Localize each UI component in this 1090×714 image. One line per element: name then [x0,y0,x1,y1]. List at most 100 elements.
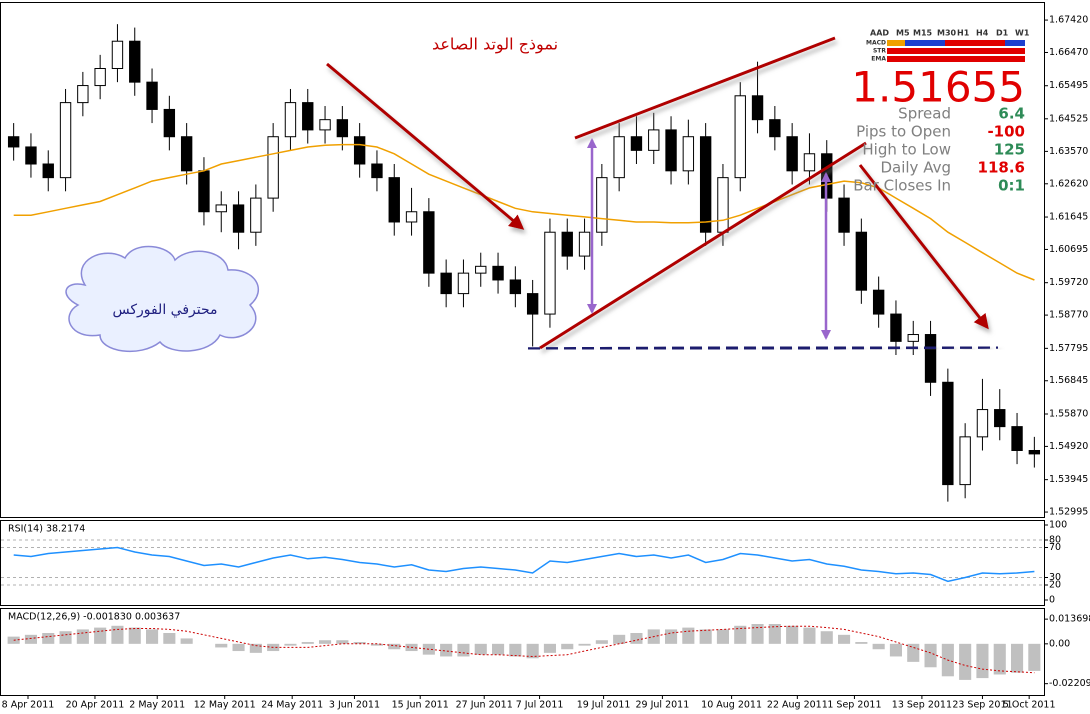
histogram-bar [543,643,557,653]
candle-body [786,136,798,172]
x-tick-label: 15 Jun 2011 [392,700,449,711]
candle-body [215,204,227,213]
candle-body [388,177,400,223]
signal-bar [905,40,945,46]
candle-body [838,197,850,233]
histogram-bar [976,643,989,679]
y-tick-label: 1.65495 [1049,80,1088,91]
candle-body [405,211,418,223]
candle-body [232,204,245,233]
signal-bar [887,48,1025,54]
y-tick-label: 1.60695 [1049,244,1088,255]
histogram-bar [318,640,332,644]
candle-body [959,436,971,486]
histogram-bar [24,634,38,644]
x-tick-label: 20 Apr 2011 [66,700,125,711]
candle-body [976,409,989,438]
histogram-bar [76,629,89,644]
timeframe: H1 [957,29,970,38]
y-tick-label: 1.62620 [1049,178,1088,189]
histogram-bar [682,627,695,644]
histogram-bar [716,629,730,644]
rsi-line [13,546,1035,583]
y-tick-label: 1.52995 [1049,507,1088,518]
histogram-bar [370,643,384,646]
histogram-bar [578,643,591,646]
x-tick-label: 5 Oct 2011 [1003,700,1056,711]
x-tick-label: 23 Sep 2011 [952,700,1012,711]
row-value: 118.6 [978,159,1025,177]
trend-arrow [326,62,525,230]
histogram-bar [872,643,885,650]
candle-body [94,68,106,87]
price: 1.51655 [851,63,1025,112]
histogram-bar [474,643,487,655]
histogram-bar [907,643,920,662]
histogram-bar [751,624,764,644]
histogram-bar [820,631,833,644]
y-tick-label: 1.63570 [1049,146,1088,157]
candle-body [872,289,885,315]
histogram-bar [734,625,747,644]
candle-body [613,136,625,179]
histogram-bar [440,643,453,657]
candle-body [302,102,314,131]
panel-frame [0,2,1045,518]
x-tick-label: 12 May 2011 [194,700,256,711]
x-tick-label: 7 Jul 2011 [516,700,564,711]
histogram-bar [630,633,643,644]
candle-body [734,95,746,179]
panel-title: MACD(12,26,9) -0.001830 0.003637 [8,612,180,623]
x-tick-label: 22 Aug 2011 [767,700,828,711]
row-value: 0:1 [998,177,1025,195]
candle-body [129,40,141,83]
x-tick-label: 8 Apr 2011 [2,700,55,711]
candle-body [924,334,937,383]
signal-bar [1005,40,1025,46]
histogram-bar [526,643,539,659]
y-tick-label: 1.57795 [1049,343,1088,354]
signal-bar [887,56,1025,62]
row-value: 6.4 [998,105,1025,123]
annotations: محترفي الفوركس نموذج الوتد الصاعد [65,35,999,353]
candle-body [25,146,37,165]
candle-body [371,163,383,179]
y-tick-label: 1.53945 [1049,474,1088,485]
candle-body [284,102,297,138]
histogram-bar [249,643,262,653]
histogram-bar [561,643,574,650]
y-tick-label: 1.64525 [1049,113,1088,124]
histogram-bar [42,633,55,644]
timeframe: H4 [976,29,989,38]
histogram-bar [94,627,107,644]
candle-body [855,231,868,291]
x-tick-label: 13 Sep 2011 [892,700,952,711]
histogram-bar [491,643,505,655]
y-tick-label: 1.67420 [1049,15,1088,26]
y-tick-label: 70 [1049,542,1061,553]
histogram-bar [1010,643,1024,673]
candle-body [907,334,919,342]
candle-body [751,95,764,121]
candle-body [492,265,504,281]
y-tick-label: 30 [1049,572,1061,583]
histogram-bar [786,625,799,644]
panel-frame [0,608,1045,696]
histogram-bar [959,643,972,680]
panel-frame [0,520,1045,606]
candle-body [475,265,487,274]
y-tick-label: 20 [1049,580,1061,591]
candle-body [769,119,781,138]
candle-body [457,272,470,295]
histogram-bar [457,643,470,657]
candle-body [7,136,20,148]
x-tick-label: 29 Jul 2011 [636,700,690,711]
candle-body [198,170,210,213]
row-label: Daily Avg [880,159,951,177]
candle-body [803,153,816,172]
candle-body [578,231,591,257]
histogram-bar [180,638,193,644]
histogram-bar [336,640,349,644]
signal-bar [945,40,1005,46]
